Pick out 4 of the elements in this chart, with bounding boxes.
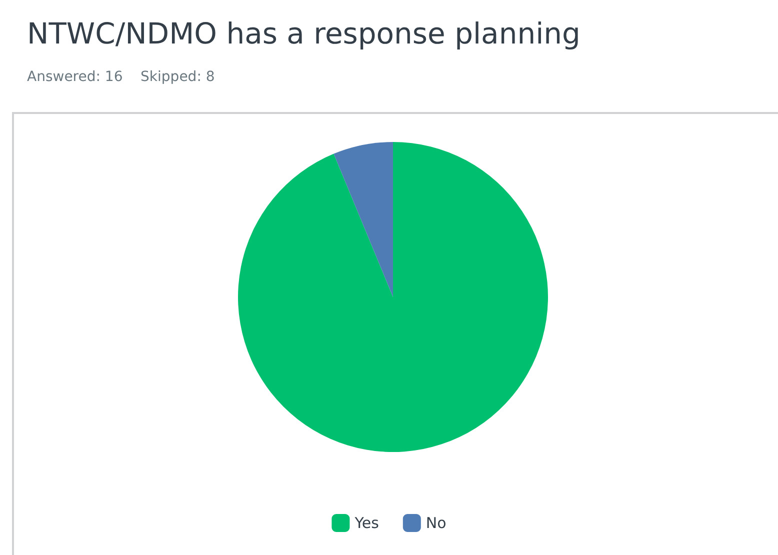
text: Answered: 16 Skipped: 8 [27,69,215,85]
legend-label: Yes [354,514,380,532]
chart-title: NTWC/NDMO has a response planning [27,16,580,50]
legend-label: No [426,514,446,532]
